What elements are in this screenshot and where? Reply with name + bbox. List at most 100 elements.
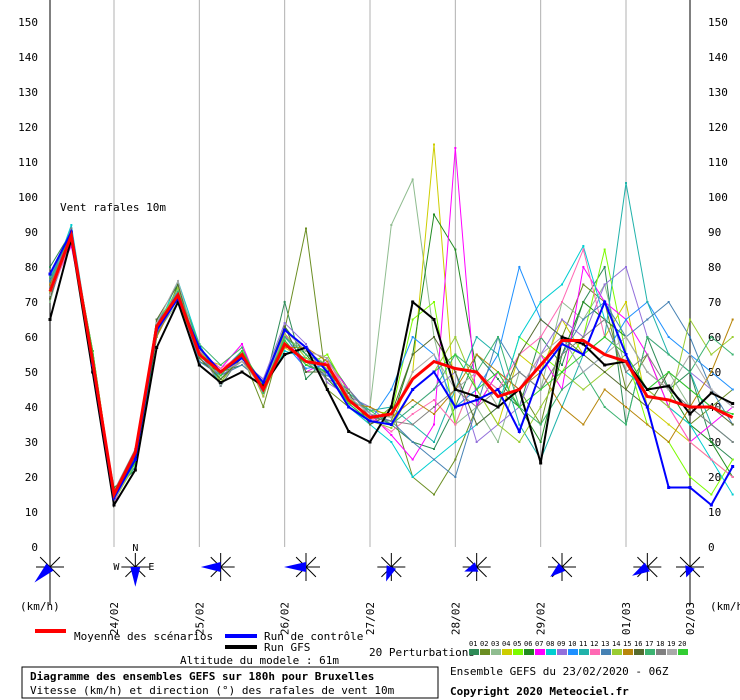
perturbation-point	[433, 493, 435, 496]
perturbation-point	[433, 406, 435, 408]
perturbation-legend-swatch	[513, 649, 523, 655]
perturbation-point	[710, 371, 713, 373]
perturbation-point	[433, 441, 435, 443]
perturbation-point	[262, 406, 265, 408]
series-gfs-point	[731, 402, 735, 405]
perturbation-point	[667, 353, 670, 356]
perturbation-point	[198, 343, 201, 345]
grid	[49, 0, 691, 605]
perturbation-point	[689, 441, 691, 443]
perturbation-point	[433, 448, 435, 450]
perturbation-point	[475, 406, 478, 408]
perturbation-point	[731, 476, 734, 478]
perturbation-point	[582, 245, 585, 247]
perturbation-point	[347, 395, 350, 398]
perturbation-point	[603, 388, 606, 391]
series-gfs-point	[347, 430, 351, 433]
series-control-point	[432, 370, 436, 374]
perturbation-line	[49, 182, 734, 496]
perturbation-point	[689, 423, 691, 426]
perturbation-point	[347, 388, 350, 391]
perturbation-point	[731, 406, 734, 408]
wind-rose	[676, 553, 704, 581]
perturbation-point	[155, 336, 158, 338]
rose-petal	[550, 563, 566, 577]
series-gfs-point	[496, 405, 500, 409]
perturbation-point	[518, 266, 521, 268]
perturbation-point	[561, 283, 563, 286]
perturbation-point	[326, 381, 329, 384]
perturbation-point	[603, 371, 606, 373]
perturbation-point	[710, 423, 713, 426]
perturbation-point	[646, 301, 649, 303]
perturbation-point	[625, 182, 627, 184]
perturbation-point	[155, 318, 158, 321]
rose-spoke	[381, 556, 392, 568]
series-control-point	[475, 398, 479, 402]
perturbation-point	[390, 434, 393, 436]
perturbation-point	[326, 378, 329, 380]
perturbation-legend-swatch	[579, 649, 589, 655]
y-tick-right: 0	[708, 541, 715, 554]
perturbation-point	[689, 353, 691, 356]
perturbation-point	[411, 353, 414, 356]
y-tick-left: 80	[25, 261, 38, 274]
series-gfs-point	[453, 388, 457, 391]
series-gfs-point	[325, 388, 329, 391]
perturbation-point	[689, 388, 691, 391]
perturbation-point	[518, 371, 521, 373]
y-tick-right: 50	[708, 366, 721, 379]
rose-spoke	[561, 556, 573, 568]
perturbation-legend-swatch	[590, 649, 600, 655]
y-tick-left: 70	[25, 296, 38, 309]
perturbation-point	[646, 353, 649, 356]
legend-perturbations-label: 20 Perturbations	[369, 646, 475, 659]
perturbation-point	[582, 423, 585, 426]
perturbation-point	[433, 458, 435, 461]
series-control-point	[304, 346, 308, 349]
perturbation-point	[305, 378, 307, 380]
perturbation-legend-swatch	[491, 649, 501, 655]
footer-subtitle: Vitesse (km/h) et direction (°) des rafa…	[30, 684, 395, 697]
perturbation-point	[731, 353, 734, 356]
perturbation-point	[710, 388, 713, 391]
perturbation-point	[625, 388, 627, 391]
perturbation-point	[262, 378, 265, 380]
series-control-point	[48, 272, 52, 276]
perturbation-point	[177, 280, 179, 282]
perturbation-point	[454, 336, 457, 338]
perturbation-point	[454, 248, 457, 251]
perturbation-point	[241, 360, 243, 363]
perturbation-point	[433, 388, 435, 391]
perturbation-point	[625, 301, 627, 303]
perturbation-legend-swatch	[546, 649, 556, 655]
y-tick-left: 60	[25, 331, 38, 344]
perturbation-legend-swatch	[535, 649, 545, 655]
perturbation-point	[433, 413, 435, 415]
perturbation-point	[433, 336, 435, 338]
perturbation-point	[497, 336, 499, 338]
rose-petal	[386, 565, 397, 582]
perturbation-point	[369, 423, 371, 426]
perturbation-point	[582, 318, 585, 321]
perturbation-point	[667, 441, 670, 443]
perturbation-point	[689, 318, 691, 321]
perturbation-point	[731, 493, 734, 496]
compass-letter: E	[148, 562, 154, 573]
perturbation-point	[283, 325, 286, 328]
perturbation-point	[411, 406, 414, 408]
y-tick-left: 10	[25, 506, 38, 519]
series-control-point	[581, 353, 585, 356]
perturbation-point	[219, 378, 222, 380]
wind-roses: NE W	[34, 543, 704, 587]
perturbation-point	[411, 476, 414, 478]
legend-control-label: Run de contrôle	[264, 630, 363, 643]
perturbation-point	[198, 357, 201, 359]
rose-petal	[284, 562, 306, 572]
rose-spoke	[220, 566, 231, 578]
perturbation-legend-swatch	[623, 649, 633, 655]
perturbation-point	[731, 336, 734, 338]
perturbation-point	[390, 224, 393, 226]
series-control-point	[389, 423, 393, 426]
